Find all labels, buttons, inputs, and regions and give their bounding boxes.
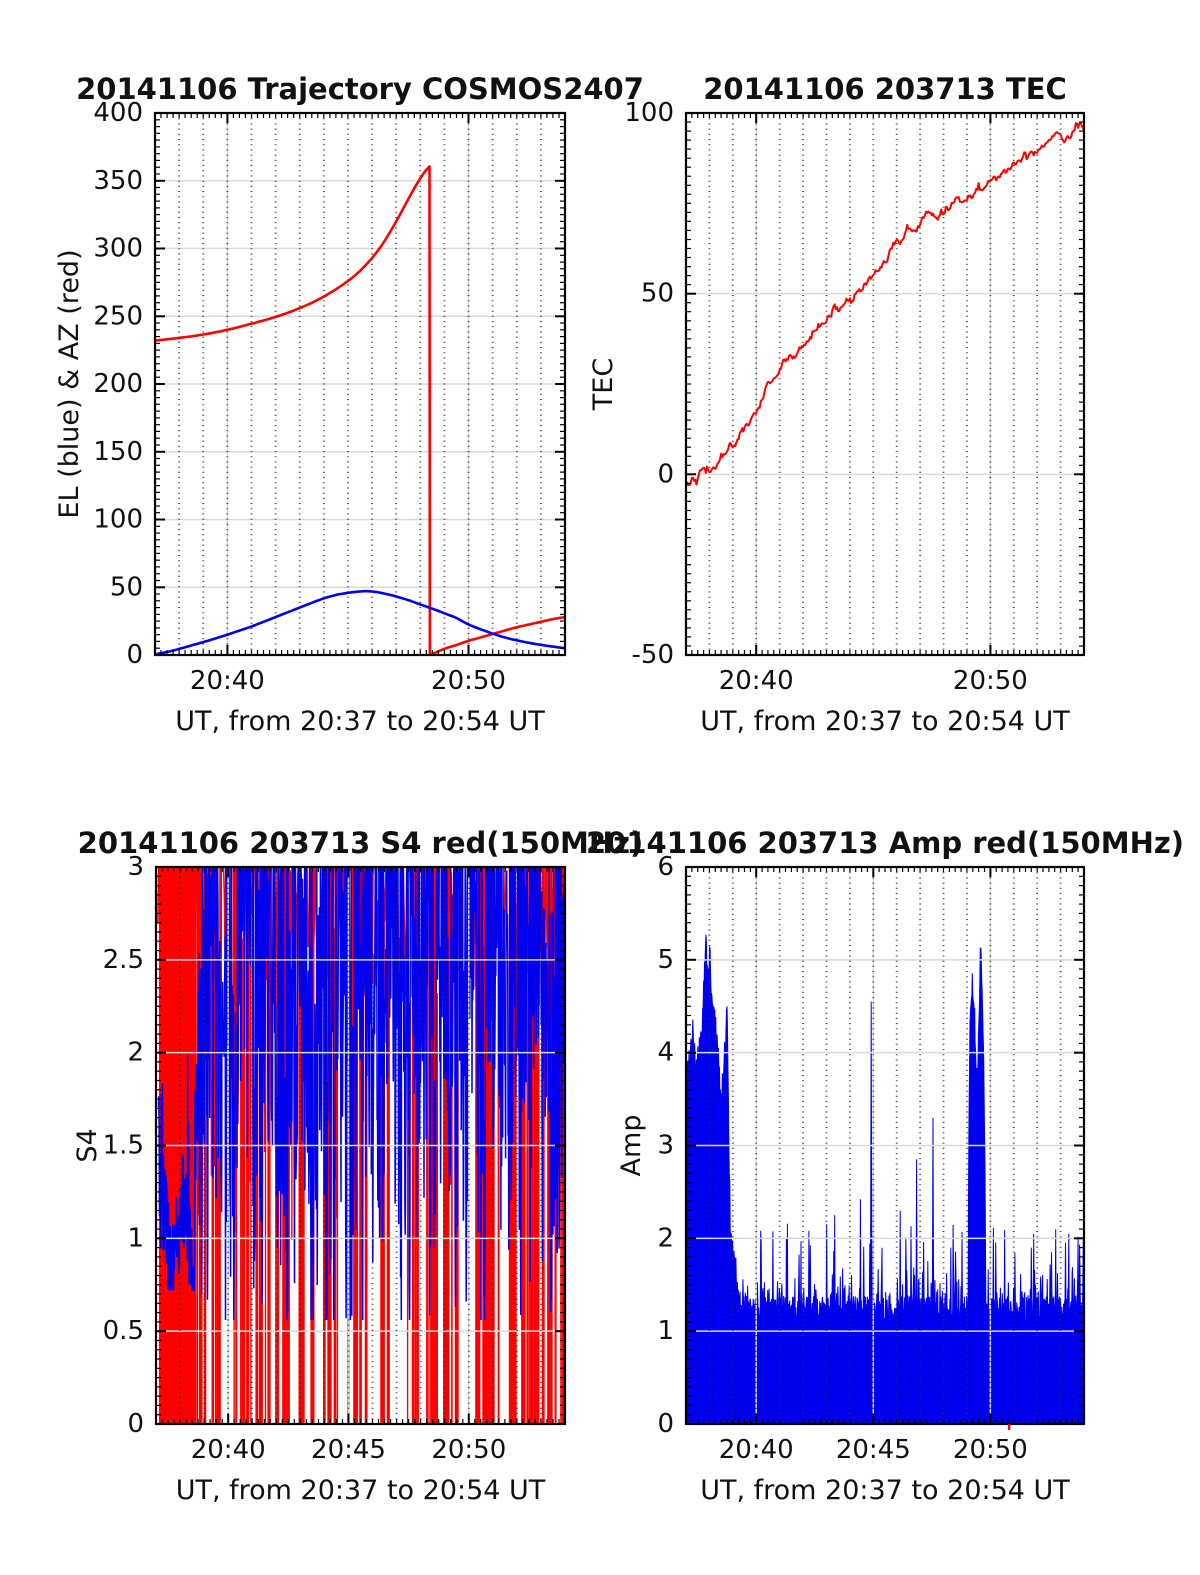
chart-title: 20141106 203713 Amp red(150MHz) (586, 826, 1184, 860)
axes (154, 865, 567, 1426)
x-tick-label: 20:40 (719, 666, 794, 696)
y-axis-label: S4 (72, 1128, 103, 1162)
axis-box (684, 111, 1086, 657)
y-tick-label: 100 (93, 505, 143, 535)
y-tick-label: 3 (657, 1131, 674, 1161)
x-tick-label: 20:50 (431, 666, 506, 696)
y-tick-label: 50 (110, 572, 143, 602)
chart-tec: 20141106 203713 TEC UT, from 20:37 to 20:… (588, 72, 1086, 737)
y-tick-label: 4 (657, 1038, 674, 1068)
y-tick-label: 100 (624, 98, 674, 128)
axes (684, 865, 1086, 1426)
axis-box (154, 865, 567, 1426)
axis-box (153, 111, 567, 657)
gridlines (685, 867, 1085, 1424)
chart-amp: 20141106 203713 Amp red(150MHz) UT, from … (586, 826, 1184, 1506)
y-tick-label: 2.5 (103, 945, 144, 975)
chart-s4: 20141106 203713 S4 red(150MHz) UT, from 2… (72, 826, 643, 1506)
y-tick-label: 0 (126, 640, 143, 670)
y-tick-label: 2 (657, 1223, 674, 1253)
x-axis-label: UT, from 20:37 to 20:54 UT (700, 1475, 1070, 1506)
x-axis-label: UT, from 20:37 to 20:54 UT (175, 706, 545, 737)
axes (684, 111, 1086, 657)
y-tick-label: 0 (127, 1409, 144, 1439)
plot-series (686, 934, 1084, 1424)
axis-box (684, 865, 1086, 1426)
y-tick-label: 0 (657, 1409, 674, 1439)
y-tick-label: 150 (93, 437, 143, 467)
series-s4-blue (157, 867, 565, 1321)
x-tick-label: 20:40 (190, 666, 265, 696)
y-axis-label: Amp (616, 1115, 647, 1177)
x-axis-label: UT, from 20:37 to 20:54 UT (700, 706, 1070, 737)
axes (153, 111, 567, 657)
x-tick-label: 20:50 (953, 1435, 1028, 1465)
y-tick-label: 3 (127, 852, 144, 882)
y-tick-label: -50 (632, 640, 674, 670)
chart-title: 20141106 203713 S4 red(150MHz) (78, 826, 644, 860)
x-tick-label: 20:40 (719, 1435, 794, 1465)
y-tick-label: 350 (93, 166, 143, 196)
y-tick-label: 200 (93, 369, 143, 399)
y-tick-label: 1 (657, 1316, 674, 1346)
x-tick-label: 20:50 (953, 666, 1028, 696)
y-tick-label: 300 (93, 234, 143, 264)
plot-series (155, 165, 565, 655)
chart-trajectory: 20141106 Trajectory COSMOS2407 UT, from 2… (54, 72, 644, 737)
x-tick-label: 20:40 (191, 1435, 266, 1465)
y-tick-label: 6 (657, 852, 674, 882)
y-tick-label: 0.5 (103, 1316, 144, 1346)
y-tick-label: 1 (127, 1223, 144, 1253)
y-tick-label: 250 (93, 301, 143, 331)
gridlines (155, 867, 566, 1424)
x-tick-label: 20:50 (431, 1435, 506, 1465)
chart-title: 20141106 Trajectory COSMOS2407 (76, 72, 644, 106)
series-amp (686, 934, 1084, 1424)
gridlines (154, 113, 566, 655)
series-el (155, 589, 565, 655)
y-tick-label: 2 (127, 1038, 144, 1068)
x-axis-label: UT, from 20:37 to 20:54 UT (176, 1475, 546, 1506)
y-tick-label: 50 (641, 279, 674, 309)
x-tick-label: 20:45 (311, 1435, 386, 1465)
y-tick-label: 400 (93, 98, 143, 128)
chart-title: 20141106 203713 TEC (703, 72, 1067, 106)
series-az (155, 165, 565, 655)
y-tick-label: 1.5 (103, 1131, 144, 1161)
series-tec (686, 121, 1084, 487)
plot-series (686, 121, 1084, 487)
y-axis-label: EL (blue) & AZ (red) (54, 249, 85, 518)
gridlines (685, 113, 1085, 655)
y-tick-label: 0 (657, 459, 674, 489)
red-data-mark (1007, 1424, 1011, 1430)
y-axis-label: TEC (588, 358, 619, 411)
y-tick-label: 5 (657, 945, 674, 975)
x-tick-label: 20:45 (836, 1435, 911, 1465)
